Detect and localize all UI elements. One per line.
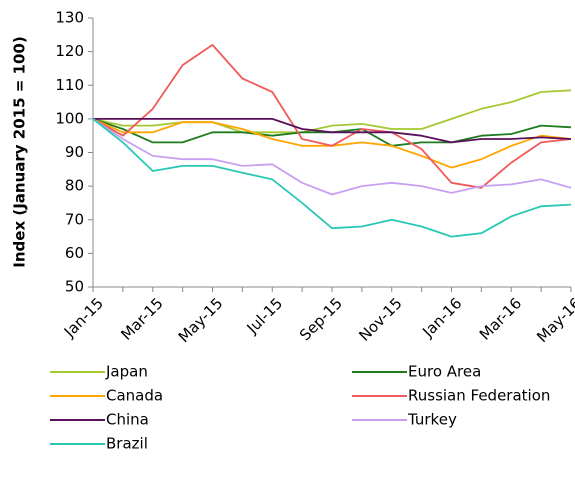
x-tick-label: Jan-16 [418, 294, 465, 341]
x-tick-label: Jan-15 [60, 294, 107, 341]
y-tick-label: 80 [65, 177, 84, 195]
y-axis-title: Index (January 2015 = 100) [11, 36, 29, 267]
y-tick-label: 120 [55, 42, 84, 60]
y-tick-label: 70 [65, 210, 84, 228]
legend-label: China [106, 411, 149, 429]
y-tick-label: 130 [55, 9, 84, 27]
y-tick-label: 110 [55, 76, 84, 94]
x-tick-label: Mar-15 [117, 294, 166, 343]
legend-label: Japan [105, 363, 148, 381]
series-line [92, 89, 572, 134]
y-tick-label: 50 [65, 278, 84, 296]
legend-label: Brazil [106, 435, 148, 453]
legend-label: Canada [106, 387, 163, 405]
legend-label: Turkey [407, 411, 457, 429]
series-line [92, 118, 572, 196]
series-line [92, 44, 572, 189]
y-tick-label: 90 [65, 143, 84, 161]
series-line [92, 118, 572, 238]
x-tick-label: May-16 [533, 294, 575, 346]
legend-label: Russian Federation [408, 387, 550, 405]
x-tick-label: Jul-15 [243, 294, 287, 338]
x-tick-label: Sep-15 [296, 294, 346, 344]
y-tick-label: 100 [55, 109, 84, 127]
series-line [93, 118, 572, 144]
x-tick-label: Nov-15 [355, 294, 405, 344]
x-tick-label: Mar-16 [476, 294, 525, 343]
y-tick-label: 60 [65, 244, 84, 262]
x-tick-label: May-15 [175, 294, 227, 346]
legend-label: Euro Area [408, 363, 481, 381]
